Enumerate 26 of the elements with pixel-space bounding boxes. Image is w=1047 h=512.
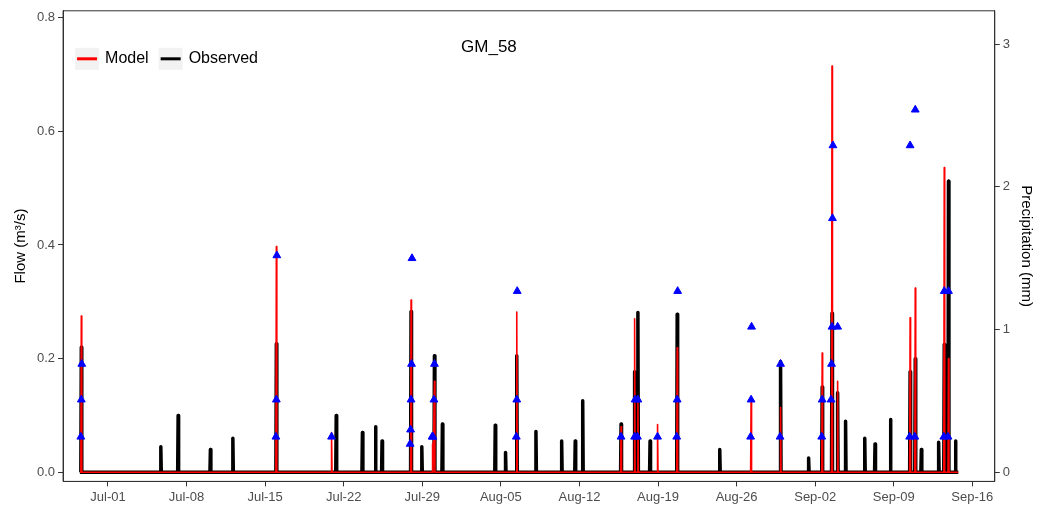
y2-tick-label: 0 (1002, 464, 1010, 480)
y2-axis-title: Precipitation (mm) (1018, 185, 1036, 307)
y-tick-label: 0.0 (36, 463, 56, 479)
legend-label: Observed (188, 49, 259, 67)
x-tick-label: Aug-26 (715, 488, 758, 504)
x-tick-label: Jul-01 (90, 488, 126, 504)
y-axis-title: Flow (m³/s) (11, 208, 29, 284)
y2-tick-label: 1 (1002, 321, 1010, 337)
x-tick-label: Sep-16 (951, 488, 994, 504)
y-tick-label: 0.6 (36, 122, 56, 138)
y-tick-label: 0.4 (36, 236, 56, 252)
y2-tick-label: 2 (1002, 178, 1010, 194)
x-tick-label: Jul-22 (325, 488, 362, 504)
x-tick-label: Aug-12 (558, 488, 601, 504)
y-tick-label: 0.2 (36, 350, 56, 366)
x-tick-label: Jul-08 (168, 488, 205, 504)
x-tick-label: Sep-09 (872, 488, 915, 504)
text: GM_58 (461, 37, 517, 57)
y-tick-label: 0.8 (36, 9, 56, 25)
x-tick-label: Aug-19 (637, 488, 679, 504)
x-tick-label: Jul-29 (404, 488, 440, 504)
legend-label: Model (105, 49, 149, 67)
x-tick-label: Jul-15 (247, 488, 283, 504)
y2-tick-label: 3 (1002, 35, 1010, 51)
x-tick-label: Aug-05 (479, 488, 522, 504)
x-tick-label: Sep-02 (794, 488, 837, 504)
